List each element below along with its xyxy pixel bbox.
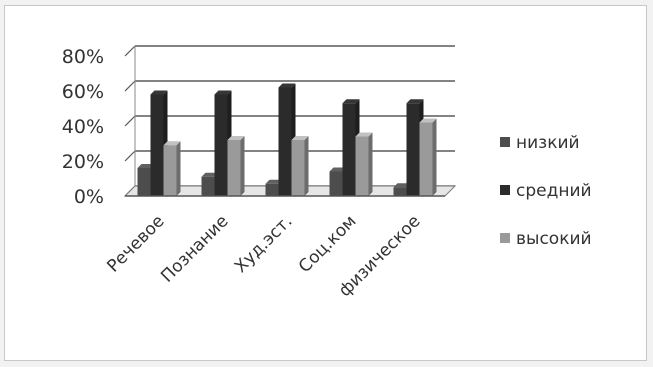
x-tick-label: Худ.эст. xyxy=(231,211,297,277)
bar-side xyxy=(432,118,437,196)
bar-side xyxy=(240,136,245,196)
legend-swatch xyxy=(500,233,510,243)
bar-front xyxy=(406,103,420,196)
bar-side xyxy=(304,136,309,196)
legend-label: средний xyxy=(516,181,592,201)
bar-top xyxy=(214,90,232,95)
gridline-side xyxy=(124,150,136,162)
bar-front xyxy=(419,122,433,196)
axis-layer: 0% 20% 40% 60% 80% РечевоеПознаниеХуд.эст.Соц… xyxy=(62,46,445,301)
bar-высокий-Худ.эст. xyxy=(291,136,309,196)
bar-высокий-Познание xyxy=(227,136,245,196)
legend-label: высокий xyxy=(516,229,592,249)
bar-top xyxy=(163,141,181,146)
gridline-side xyxy=(124,115,136,127)
bar-front xyxy=(355,136,369,196)
bar-front xyxy=(342,103,356,196)
bar-side xyxy=(176,141,181,196)
gridline-side xyxy=(124,45,136,57)
bar-front xyxy=(201,176,215,196)
x-tick-label: Речевое xyxy=(103,211,168,276)
legend-swatch xyxy=(500,185,510,195)
bar-front xyxy=(137,168,151,196)
gridline-side xyxy=(124,80,136,92)
bar-front xyxy=(214,94,228,196)
x-tick-label: Познание xyxy=(157,211,232,286)
y-tick-label: 60% xyxy=(62,81,104,103)
bar-front xyxy=(227,140,241,196)
bar-высокий-Речевое xyxy=(163,141,181,196)
bar-высокий-Соц.ком xyxy=(355,132,373,196)
bar-top xyxy=(419,118,437,123)
y-tick-label: 0% xyxy=(74,186,104,208)
bar-top xyxy=(227,136,245,140)
bar-высокий-физическое xyxy=(419,118,437,196)
bar-top xyxy=(406,99,424,104)
bar-top xyxy=(201,172,219,177)
legend: низкий средний высокий xyxy=(500,133,592,249)
bar-top xyxy=(278,83,296,88)
bar-top xyxy=(265,179,283,184)
bar-top xyxy=(150,90,168,95)
bar-front xyxy=(278,87,292,196)
bar-top xyxy=(393,183,411,188)
chart-frame xyxy=(4,5,647,361)
bar-front xyxy=(265,183,279,196)
bar-top xyxy=(291,136,309,140)
bar-top xyxy=(342,99,360,104)
bar-front xyxy=(329,171,343,196)
legend-swatch xyxy=(500,137,510,147)
bars-layer xyxy=(137,83,437,196)
y-tick-label: 20% xyxy=(62,151,104,173)
y-tick-label: 40% xyxy=(62,116,104,138)
legend-label: низкий xyxy=(516,133,580,153)
y-tick-label: 80% xyxy=(62,46,104,68)
bar-side xyxy=(368,132,373,196)
bar-top xyxy=(355,132,373,137)
bar-front xyxy=(291,140,305,196)
bar-front xyxy=(163,145,177,196)
x-tick-label: Соц.ком xyxy=(295,211,361,277)
bar-top xyxy=(329,167,347,172)
bar-front xyxy=(150,94,164,196)
bar-top xyxy=(137,164,155,168)
bar-front xyxy=(393,187,407,196)
